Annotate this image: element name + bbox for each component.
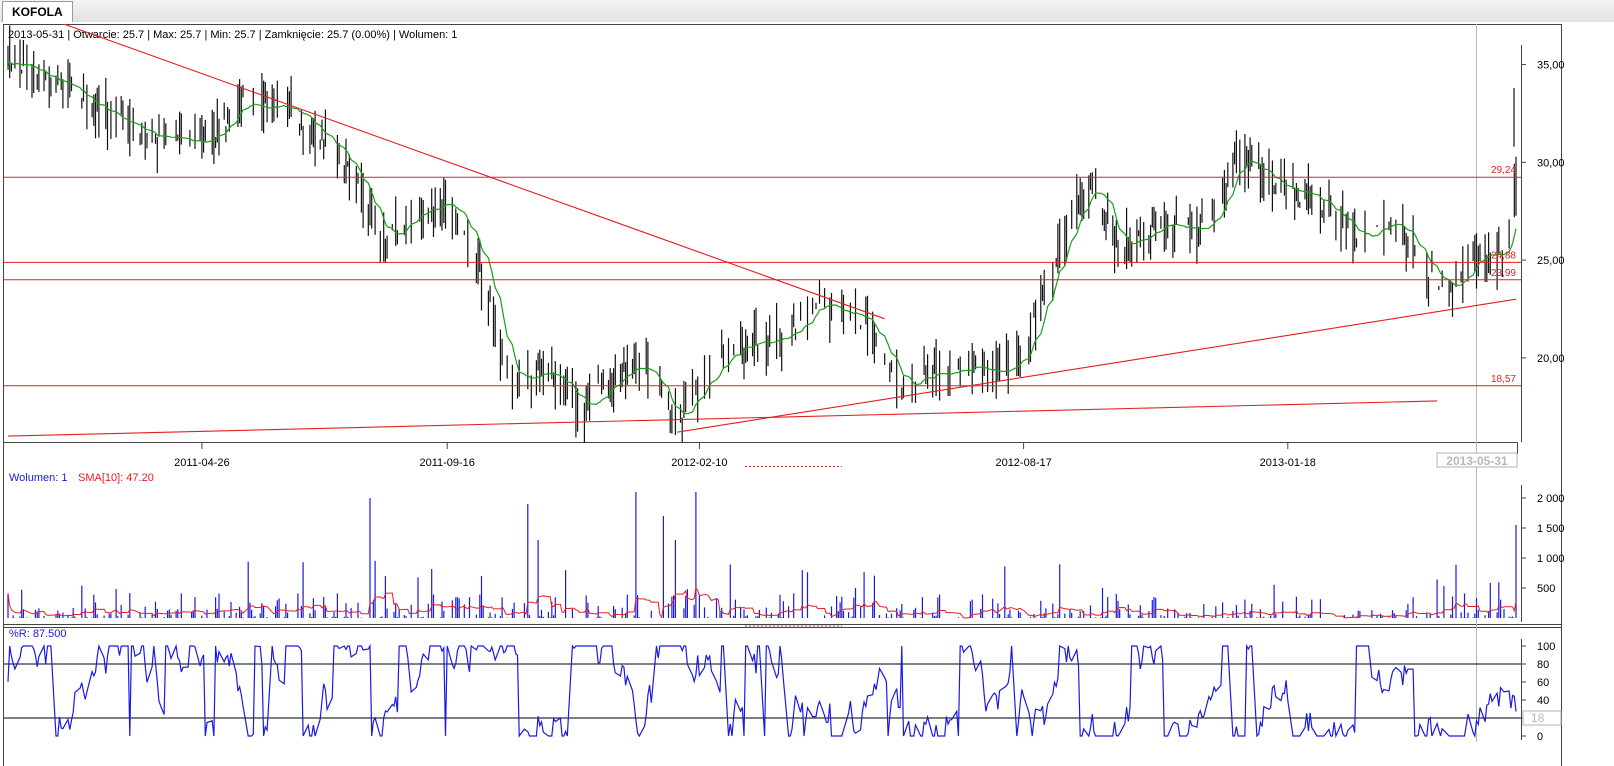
- volume-y-tick-label: 1 500: [1537, 523, 1565, 535]
- volume-y-tick-label: 2 000: [1537, 493, 1565, 505]
- chart-area[interactable]: 2013-05-31 | Otwarcie: 25.7 | Max: 25.7 …: [0, 22, 1614, 766]
- x-tick-label: 2011-04-26: [174, 457, 229, 469]
- x-axis: 2011-04-26 2011-09-16 2012-02-10 2012-08-17…: [174, 443, 1518, 469]
- volume-legend-item: Wolumen: 1: [9, 472, 68, 484]
- williams-pane: %R: 87.50010080604020018: [4, 628, 1562, 743]
- williams-value-label: 18: [1531, 711, 1545, 725]
- level-label: 29,24: [1491, 165, 1516, 176]
- moving-average-line: [7, 60, 1517, 415]
- y-tick-label: 20,00: [1537, 353, 1565, 365]
- trend-line: [677, 298, 1517, 433]
- volume-y-tick-label: 500: [1537, 583, 1555, 595]
- y-tick-label: 25,00: [1537, 255, 1565, 267]
- williams-y-tick-label: 60: [1537, 677, 1549, 689]
- tab-kofola[interactable]: KOFOLA: [2, 1, 73, 23]
- volume-sma-line: [7, 586, 1517, 619]
- price-pane: 29,24 24,88 23,99 18,57 35,00 30,00 25,00 20,00: [0, 22, 1614, 443]
- williams-y-tick-label: 0: [1537, 731, 1543, 743]
- x-tick-label: 2011-09-16: [419, 457, 474, 469]
- pane-mask: [0, 22, 1614, 24]
- williams-value-box: [1522, 710, 1562, 726]
- volume-pane: Wolumen: 1 SMA[10]: 47.20 2 000 1 500 1 000 5…: [7, 472, 1565, 619]
- williams-legend: %R: 87.500: [9, 628, 66, 640]
- williams-y-tick-label: 100: [1537, 641, 1555, 653]
- pane-frames: [3, 24, 1562, 766]
- williams-y-tick-label: 40: [1537, 695, 1549, 707]
- level-label: 23,99: [1491, 268, 1516, 279]
- y-tick-label: 30,00: [1537, 157, 1565, 169]
- info-bar: 2013-05-31 | Otwarcie: 25.7 | Max: 25.7 …: [8, 29, 457, 41]
- x-tick-label: 2012-08-17: [995, 457, 1051, 469]
- level-label: 24,88: [1491, 250, 1516, 261]
- trend-line: [7, 400, 1438, 437]
- cursor-date-box: [1436, 452, 1518, 468]
- volume-legend-item: SMA[10]: 47.20: [78, 472, 154, 484]
- level-label: 18,57: [1491, 374, 1516, 385]
- y-tick-label: 35,00: [1537, 60, 1565, 72]
- x-tick-label: 2013-01-18: [1260, 457, 1316, 469]
- x-tick-label: 2012-02-10: [671, 457, 727, 469]
- williams-line: [7, 643, 1517, 739]
- volume-y-tick-label: 1 000: [1537, 553, 1565, 565]
- cursor-date-label: 2013-05-31: [1446, 454, 1508, 468]
- trend-line: [56, 22, 885, 320]
- williams-y-tick-label: 80: [1537, 659, 1549, 671]
- tab-bar: KOFOLA: [0, 0, 1614, 23]
